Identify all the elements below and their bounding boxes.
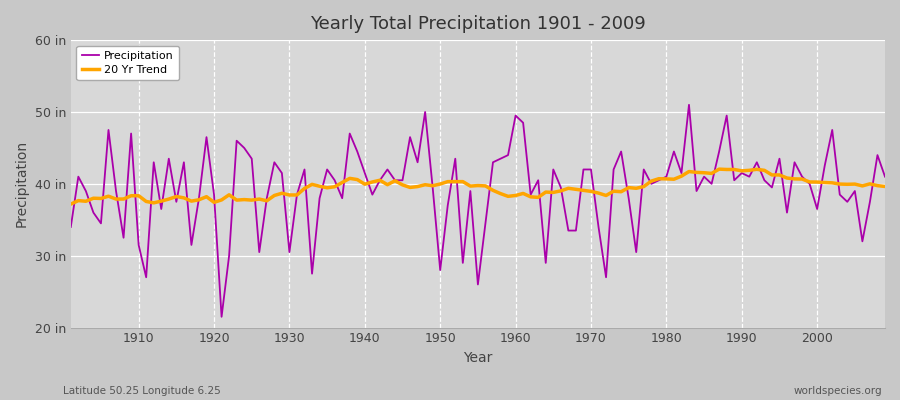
Legend: Precipitation, 20 Yr Trend: Precipitation, 20 Yr Trend: [76, 46, 179, 80]
Precipitation: [518, 120, 528, 125]
20 Yr Trend: [600, 193, 611, 198]
Line: 20 Yr Trend: 20 Yr Trend: [71, 169, 885, 204]
Text: worldspecies.org: worldspecies.org: [794, 386, 882, 396]
Precipitation: [608, 167, 619, 172]
Precipitation: [299, 167, 310, 172]
20 Yr Trend: [714, 167, 724, 172]
20 Yr Trend: [503, 194, 514, 199]
Precipitation: [879, 174, 890, 179]
20 Yr Trend: [510, 193, 521, 198]
Line: Precipitation: Precipitation: [71, 105, 885, 317]
20 Yr Trend: [879, 184, 890, 189]
Text: Latitude 50.25 Longitude 6.25: Latitude 50.25 Longitude 6.25: [63, 386, 220, 396]
20 Yr Trend: [66, 202, 77, 206]
Y-axis label: Precipitation: Precipitation: [15, 140, 29, 228]
20 Yr Trend: [337, 180, 347, 185]
Precipitation: [216, 314, 227, 319]
Precipitation: [126, 131, 137, 136]
Precipitation: [684, 102, 695, 107]
20 Yr Trend: [126, 193, 137, 198]
X-axis label: Year: Year: [464, 351, 492, 365]
Title: Yearly Total Precipitation 1901 - 2009: Yearly Total Precipitation 1901 - 2009: [310, 15, 646, 33]
Precipitation: [66, 224, 77, 229]
Precipitation: [345, 131, 356, 136]
20 Yr Trend: [292, 192, 302, 197]
Precipitation: [510, 113, 521, 118]
